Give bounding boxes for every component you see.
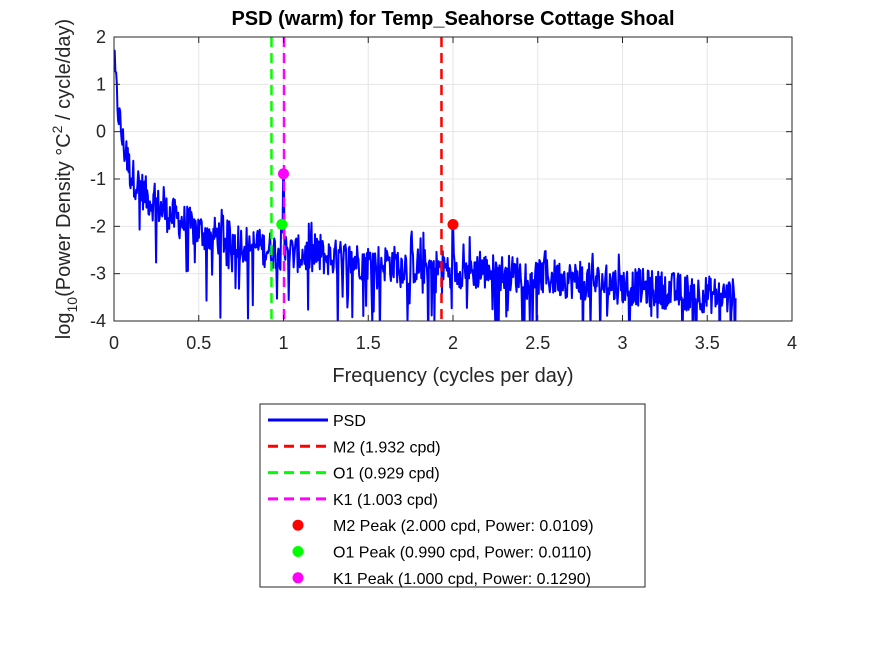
peak-marker-k1 xyxy=(278,168,289,180)
peak-marker-o1 xyxy=(276,218,288,230)
y-axis-title-subscript: 10 xyxy=(64,297,80,313)
legend-label: O1 (0.929 cpd) xyxy=(333,466,440,483)
x-tick-label: 2 xyxy=(448,333,458,353)
psd-series-line xyxy=(114,49,737,321)
peak-marker-m2 xyxy=(447,219,459,231)
x-tick-label: 0 xyxy=(109,333,119,353)
chart-title: PSD (warm) for Temp_Seahorse Cottage Sho… xyxy=(231,8,674,30)
legend-label: O1 Peak (0.990 cpd, Power: 0.0110) xyxy=(333,545,592,562)
y-tick-label: 2 xyxy=(96,27,106,47)
legend-item: O1 Peak (0.990 cpd, Power: 0.0110) xyxy=(292,545,592,562)
x-tick-label: 1.5 xyxy=(356,333,381,353)
y-axis-title-main: (Power Density °C xyxy=(53,133,75,297)
y-tick-labels: -4 -3 -2 -1 0 1 2 xyxy=(90,27,106,331)
x-tick-label: 0.5 xyxy=(186,333,211,353)
legend-label: M2 (1.932 cpd) xyxy=(333,439,441,456)
y-axis-title: log10(Power Density °C2 / cycle/day) xyxy=(49,19,80,339)
legend-item: O1 (0.929 cpd) xyxy=(268,466,440,483)
y-tick-label: 0 xyxy=(96,122,106,142)
legend-label: K1 (1.003 cpd) xyxy=(333,492,438,509)
x-tick-labels: 0 0.5 1 1.5 2 2.5 3 3.5 4 xyxy=(109,333,797,353)
legend-swatch-marker xyxy=(292,546,304,557)
x-axis-title: Frequency (cycles per day) xyxy=(332,365,573,387)
y-axis-title-suffix: / cycle/day) xyxy=(53,19,75,126)
x-tick-label: 2.5 xyxy=(525,333,550,353)
legend-item: K1 (1.003 cpd) xyxy=(268,492,438,509)
legend-box xyxy=(259,403,646,588)
legend-item: M2 (1.932 cpd) xyxy=(268,439,441,456)
tick-marks xyxy=(113,36,793,322)
legend-item: K1 Peak (1.000 cpd, Power: 0.1290) xyxy=(292,571,591,588)
legend-label: K1 Peak (1.000 cpd, Power: 0.1290) xyxy=(333,571,591,588)
y-axis-title-superscript: 2 xyxy=(49,125,65,133)
legend-item: PSD xyxy=(268,413,366,430)
legend-swatch-marker xyxy=(292,519,304,531)
legend: PSD M2 (1.932 cpd) O1 (0.929 cpd) K1 (1.003… xyxy=(259,403,646,588)
data-layer xyxy=(114,37,737,321)
x-tick-label: 1 xyxy=(278,333,288,353)
legend-label: M2 Peak (2.000 cpd, Power: 0.0109) xyxy=(333,518,594,535)
legend-label: PSD xyxy=(333,413,366,430)
y-tick-label: -2 xyxy=(90,216,106,236)
x-tick-label: 4 xyxy=(787,333,797,353)
y-tick-label: -4 xyxy=(90,311,106,331)
y-axis-title-prefix: log xyxy=(53,312,75,339)
legend-swatch-marker xyxy=(292,572,304,584)
x-tick-label: 3.5 xyxy=(695,333,720,353)
y-tick-label: 1 xyxy=(96,74,106,94)
y-tick-label: -1 xyxy=(90,169,106,189)
x-tick-label: 3 xyxy=(617,333,627,353)
legend-item: M2 Peak (2.000 cpd, Power: 0.0109) xyxy=(292,518,594,535)
y-tick-label: -3 xyxy=(90,264,106,284)
